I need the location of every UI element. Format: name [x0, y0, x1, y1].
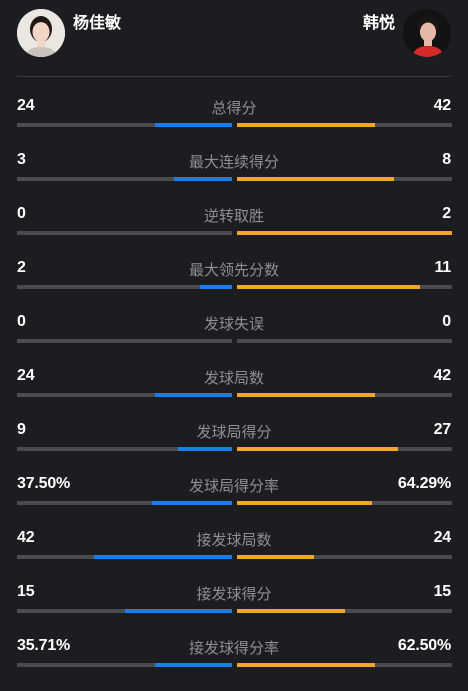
stat-right-track: [237, 285, 452, 289]
stat-left-value: 0: [17, 313, 26, 330]
player-left-name: 杨佳敏: [73, 15, 122, 32]
stat-left-bar: [178, 447, 232, 451]
stat-left-value: 37.50%: [17, 475, 71, 492]
stat-right-bar: [237, 231, 452, 235]
stat-right-value: 8: [442, 151, 451, 168]
stat-right-track: [237, 555, 452, 559]
stat-row-receive-point-rate: 35.71% 接发球得分率 62.50%: [0, 637, 468, 691]
stat-right-bar: [237, 447, 399, 451]
stat-left-bar: [154, 393, 232, 397]
stat-right-track: [237, 123, 452, 127]
stat-left-bar: [94, 555, 232, 559]
player-right-avatar[interactable]: [403, 9, 451, 57]
stat-right-value: 24: [433, 529, 452, 546]
stat-left-track: [17, 339, 232, 343]
stat-left-bar: [154, 663, 232, 667]
stat-label: 接发球得分率: [188, 640, 279, 657]
stat-left-track: [17, 609, 232, 613]
stat-right-track: [237, 339, 452, 343]
stat-label: 接发球局数: [196, 532, 272, 549]
stat-label: 发球局数: [203, 370, 264, 387]
stat-right-value: 27: [433, 421, 452, 438]
player-left-photo-icon: [17, 9, 65, 57]
stat-left-track: [17, 555, 232, 559]
stat-label: 最大领先分数: [188, 262, 279, 279]
stat-right-track: [237, 393, 452, 397]
stat-left-value: 35.71%: [17, 637, 71, 654]
stat-left-value: 2: [17, 259, 26, 276]
stat-row-receive-points: 15 接发球得分 15: [0, 583, 468, 637]
stat-row-service-errors: 0 发球失误 0: [0, 313, 468, 367]
stat-right-bar: [237, 501, 373, 505]
stat-row-total-points: 24 总得分 42: [0, 97, 468, 151]
stat-right-bar: [237, 285, 420, 289]
stat-right-value: 2: [442, 205, 451, 222]
match-header: 杨佳敏 韩悦: [0, 0, 468, 78]
stat-row-receive-games: 42 接发球局数 24: [0, 529, 468, 583]
stat-label: 逆转取胜: [203, 208, 264, 225]
stat-row-service-points: 9 发球局得分 27: [0, 421, 468, 475]
stat-left-track: [17, 663, 232, 667]
stat-right-track: [237, 609, 452, 613]
stat-left-value: 0: [17, 205, 26, 222]
stat-left-value: 9: [17, 421, 26, 438]
stat-left-track: [17, 285, 232, 289]
stat-right-value: 42: [433, 97, 452, 114]
stat-right-bar: [237, 663, 375, 667]
stat-left-value: 24: [17, 97, 35, 114]
stat-right-track: [237, 231, 452, 235]
stat-left-value: 42: [17, 529, 35, 546]
stat-left-bar: [154, 123, 232, 127]
stat-left-track: [17, 501, 232, 505]
player-right-name: 韩悦: [362, 15, 395, 32]
stat-right-bar: [237, 177, 394, 181]
stat-row-service-point-rate: 37.50% 发球局得分率 64.29%: [0, 475, 468, 529]
stat-left-bar: [124, 609, 232, 613]
stat-row-service-games: 24 发球局数 42: [0, 367, 468, 421]
stat-left-track: [17, 393, 232, 397]
stat-label: 接发球得分: [196, 586, 272, 603]
stat-right-value: 11: [434, 259, 451, 276]
stat-label: 发球局得分率: [188, 478, 279, 495]
stat-label: 总得分: [211, 100, 257, 117]
stat-right-bar: [237, 555, 315, 559]
stat-label: 最大连续得分: [188, 154, 279, 171]
stat-left-track: [17, 447, 232, 451]
stat-row-max-streak: 3 最大连续得分 8: [0, 151, 468, 205]
stat-right-bar: [237, 393, 375, 397]
stat-left-value: 15: [17, 583, 35, 600]
stat-right-value: 42: [433, 367, 452, 384]
stat-right-value: 15: [433, 583, 452, 600]
stat-right-track: [237, 501, 452, 505]
stat-right-track: [237, 177, 452, 181]
stat-left-bar: [199, 285, 232, 289]
stat-left-value: 3: [17, 151, 26, 168]
stat-left-bar: [152, 501, 232, 505]
stat-right-value: 62.50%: [397, 637, 451, 654]
stat-left-bar: [173, 177, 232, 181]
stat-row-max-lead: 2 最大领先分数 11: [0, 259, 468, 313]
stat-left-track: [17, 231, 232, 235]
player-right-photo-icon: [403, 9, 451, 57]
stat-right-track: [237, 447, 452, 451]
stat-right-bar: [237, 609, 345, 613]
stat-right-value: 0: [442, 313, 451, 330]
stat-left-value: 24: [17, 367, 35, 384]
stat-label: 发球局得分: [196, 424, 272, 441]
stat-left-track: [17, 177, 232, 181]
stat-right-bar: [237, 123, 375, 127]
header-divider: [17, 76, 451, 77]
player-left-avatar[interactable]: [17, 9, 65, 57]
stat-right-value: 64.29%: [397, 475, 451, 492]
stat-label: 发球失误: [203, 316, 264, 333]
stat-right-track: [237, 663, 452, 667]
stat-row-comeback-wins: 0 逆转取胜 2: [0, 205, 468, 259]
stat-left-track: [17, 123, 232, 127]
